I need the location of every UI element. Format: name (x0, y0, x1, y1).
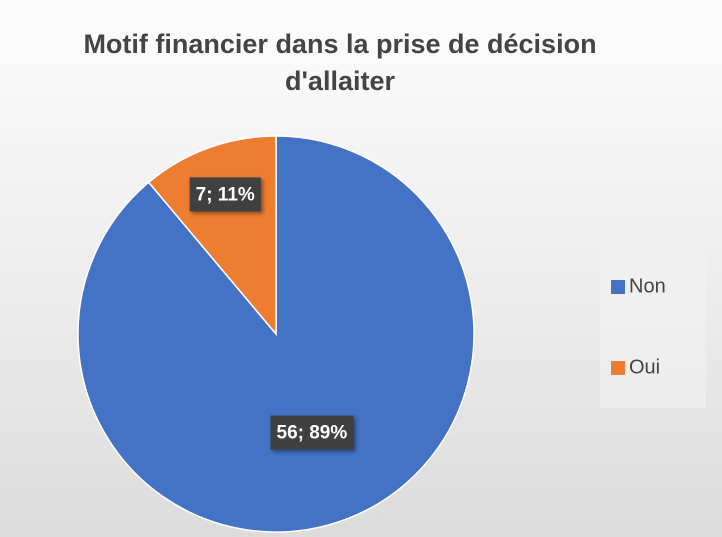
legend-swatch (611, 280, 625, 294)
data-label-box (270, 415, 354, 450)
data-label-text: 7; 11% (196, 184, 255, 205)
data-label: 7; 11% (189, 177, 261, 212)
legend-box (600, 250, 706, 408)
data-label: 56; 89% (270, 415, 354, 450)
pie-slice (77, 135, 475, 533)
legend-label: Oui (629, 356, 660, 378)
legend-label: Non (629, 275, 666, 297)
legend-swatch (611, 361, 625, 375)
data-label-text: 56; 89% (277, 423, 348, 444)
chart-title: Motif financier dans la prise de décisio… (83, 29, 597, 96)
data-label-box (189, 177, 261, 212)
